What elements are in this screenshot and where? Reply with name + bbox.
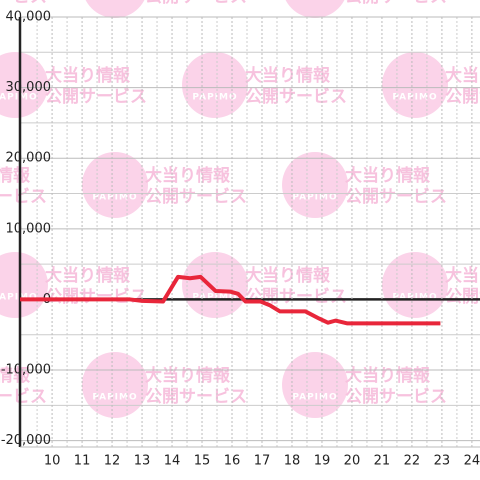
x-tick-label: 19	[314, 454, 331, 469]
watermark-logo-text: PAPIMO	[392, 293, 437, 303]
watermark-logo	[382, 252, 448, 318]
x-tick-label: 20	[344, 454, 361, 469]
watermark-logo	[182, 252, 248, 318]
watermark-text: 大当り情報	[0, 165, 31, 186]
watermark-logo	[282, 352, 348, 418]
y-tick-label: 10,000	[6, 221, 52, 236]
watermark-logo	[82, 152, 148, 218]
watermark-logo-text: PAPIMO	[0, 293, 38, 303]
watermark-text: 大当り情報	[445, 65, 480, 86]
watermark-logo-text: PAPIMO	[292, 393, 337, 403]
y-tick-label: -10,000	[1, 363, 51, 378]
watermark-text: 大当り情報	[45, 265, 131, 286]
watermark-text: 公開サービス	[145, 387, 247, 407]
watermark-logo-text: PAPIMO	[92, 0, 137, 3]
x-tick-label: 17	[254, 454, 271, 469]
x-tick-label: 24	[464, 454, 480, 469]
watermark-text: 公開サービス	[45, 87, 147, 107]
watermark-text: 公開サービス	[345, 0, 447, 7]
x-tick-label: 12	[104, 454, 121, 469]
watermark-text: 大当り情報	[145, 365, 231, 386]
y-tick-label: 40,000	[6, 10, 52, 25]
watermark-text: 公開サービス	[0, 387, 47, 407]
watermark-text: 公開サービス	[445, 287, 480, 307]
watermark-logo	[285, 0, 345, 18]
x-tick-label: 15	[194, 454, 211, 469]
x-tick-label: 16	[224, 454, 241, 469]
x-tick-label: 13	[134, 454, 151, 469]
watermark-logo-text: PAPIMO	[292, 0, 337, 3]
y-tick-label: -20,000	[1, 433, 51, 448]
watermark-text: 大当り情報	[245, 65, 331, 86]
watermark-logo	[182, 52, 248, 118]
watermark-text: 公開サービス	[145, 0, 247, 7]
x-tick-label: 10	[44, 454, 61, 469]
watermark-logo	[82, 352, 148, 418]
watermark-text: 大当り情報	[145, 165, 231, 186]
watermark-text: 公開サービス	[0, 187, 47, 207]
x-tick-label: 21	[374, 454, 391, 469]
watermark-text: 公開サービス	[45, 287, 147, 307]
watermark-logo-text: PAPIMO	[92, 193, 137, 203]
watermark-logo	[0, 252, 48, 318]
watermark-text: 公開サービス	[445, 87, 480, 107]
x-tick-label: 22	[404, 454, 421, 469]
watermark-logo	[0, 52, 48, 118]
watermark-text: 公開サービス	[245, 87, 347, 107]
watermark-text: 公開サービス	[145, 187, 247, 207]
watermark-text: 公開サービス	[245, 287, 347, 307]
watermark-logo-text: PAPIMO	[392, 93, 437, 103]
watermark-logo-text: PAPIMO	[292, 193, 337, 203]
watermark-text: 公開サービス	[345, 187, 447, 207]
watermark-text: 大当り情報	[45, 65, 131, 86]
watermark-logo-text: PAPIMO	[92, 393, 137, 403]
watermark-text: 大当り情報	[245, 265, 331, 286]
watermark-text: 大当り情報	[345, 165, 431, 186]
x-tick-label: 23	[434, 454, 451, 469]
watermark-logo	[382, 52, 448, 118]
y-tick-label: 30,000	[6, 80, 52, 95]
watermark-logo-text: PAPIMO	[192, 93, 237, 103]
x-tick-label: 11	[74, 454, 91, 469]
watermark-logo-text: PAPIMO	[0, 93, 38, 103]
watermark-text: 大当り情報	[345, 365, 431, 386]
watermark-text: 公開サービス	[0, 0, 47, 7]
x-tick-label: 18	[284, 454, 301, 469]
watermark-logo-text: PAPIMO	[192, 293, 237, 303]
x-tick-label: 14	[164, 454, 181, 469]
y-tick-label: 20,000	[6, 151, 52, 166]
watermark-logo	[85, 0, 145, 18]
data-line	[20, 274, 441, 326]
watermark-text: 大当り情報	[445, 265, 480, 286]
watermark-text: 公開サービス	[345, 387, 447, 407]
watermark-logo	[282, 152, 348, 218]
